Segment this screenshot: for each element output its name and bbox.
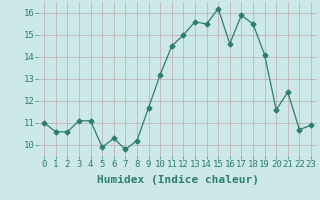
X-axis label: Humidex (Indice chaleur): Humidex (Indice chaleur) (97, 175, 259, 185)
